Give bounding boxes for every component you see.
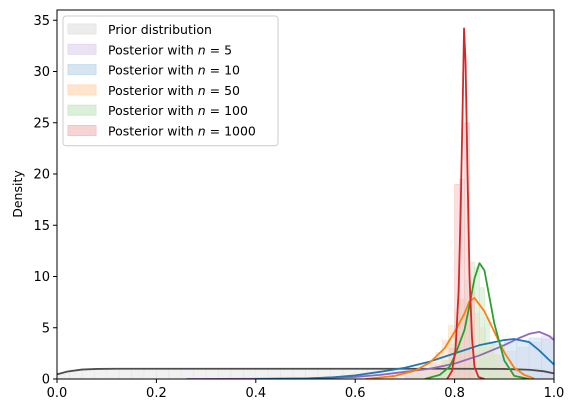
legend-swatch-5 bbox=[67, 125, 97, 136]
kde-line-series-0 bbox=[57, 367, 554, 376]
x-tick-label-4: 0.8 bbox=[444, 386, 465, 401]
hist-bar-series-0-bin-2 bbox=[81, 368, 95, 379]
legend-swatch-2 bbox=[67, 64, 97, 76]
legend-label-1-part-1: n bbox=[198, 42, 206, 57]
y-tick-label-7: 35 bbox=[33, 14, 50, 29]
legend-label-2-part-1: n bbox=[198, 63, 206, 78]
legend-label-4-part-2: = 100 bbox=[206, 103, 248, 118]
legend-swatch-1 bbox=[67, 43, 97, 55]
hist-bar-series-2-bin-13 bbox=[566, 348, 574, 379]
legend-label-5-part-0: Posterior with bbox=[108, 124, 198, 139]
legend-label-1: Posterior with n = 5 bbox=[108, 42, 232, 57]
legend-label-5-part-2: = 1000 bbox=[206, 124, 256, 139]
legend-label-3: Posterior with n = 50 bbox=[108, 83, 240, 98]
y-tick-label-2: 10 bbox=[33, 270, 50, 285]
legend-label-1-part-2: = 5 bbox=[206, 42, 232, 57]
hist-bar-series-0-bin-7 bbox=[143, 368, 157, 379]
hist-bar-series-0-bin-10 bbox=[180, 368, 194, 379]
legend-label-4-part-0: Posterior with bbox=[108, 103, 198, 118]
kde-line-series-4 bbox=[424, 262, 530, 379]
x-tick-label-2: 0.4 bbox=[245, 386, 266, 401]
hist-bar-series-0-bin-16 bbox=[255, 368, 269, 379]
hist-bar-series-4-bin-8 bbox=[474, 266, 480, 379]
legend-label-5-part-1: n bbox=[198, 124, 206, 139]
hist-bar-series-3-bin-1 bbox=[410, 374, 418, 379]
legend-label-1-part-0: Posterior with bbox=[108, 42, 198, 57]
hist-bar-series-0-bin-15 bbox=[243, 368, 257, 379]
x-tick-label-3: 0.6 bbox=[345, 386, 366, 401]
legend-label-3-part-0: Posterior with bbox=[108, 83, 198, 98]
legend-swatch-0 bbox=[67, 23, 97, 35]
hist-bar-series-1-bin-13 bbox=[566, 324, 574, 379]
hist-bar-series-0-bin-12 bbox=[205, 368, 219, 379]
y-tick-label-0: 0 bbox=[42, 373, 50, 388]
x-tick-label-0: 0.0 bbox=[47, 386, 68, 401]
plot-clip-group bbox=[57, 27, 574, 379]
legend-box bbox=[62, 15, 279, 147]
hist-bar-series-0-bin-3 bbox=[93, 368, 108, 379]
legend-label-2-part-2: = 10 bbox=[206, 63, 240, 78]
hist-bar-series-4-bin-11 bbox=[489, 341, 495, 379]
hist-bar-series-0-bin-17 bbox=[267, 368, 281, 379]
hist-bar-series-4-bin-13 bbox=[499, 370, 505, 379]
y-tick-label-6: 30 bbox=[33, 65, 50, 80]
legend-label-3-part-1: n bbox=[198, 83, 206, 98]
hist-bar-series-0-bin-18 bbox=[280, 368, 294, 379]
legend-label-2: Posterior with n = 10 bbox=[108, 63, 240, 78]
legend-label-2-part-0: Posterior with bbox=[108, 63, 198, 78]
legend-label-0: Prior distribution bbox=[108, 22, 212, 37]
y-tick-label-4: 20 bbox=[33, 168, 50, 183]
hist-bar-series-4-bin-9 bbox=[479, 287, 485, 379]
legend-swatch-3 bbox=[67, 84, 97, 96]
x-tick-label-5: 1.0 bbox=[544, 386, 565, 401]
legend-label-5: Posterior with n = 1000 bbox=[108, 124, 256, 139]
hist-bar-series-0-bin-19 bbox=[292, 368, 306, 379]
hist-bar-series-2-bin-12 bbox=[553, 341, 554, 379]
y-tick-label-5: 25 bbox=[33, 116, 50, 131]
y-tick-label-1: 5 bbox=[42, 321, 50, 336]
legend-swatch-4 bbox=[67, 104, 97, 116]
hist-bar-series-0-bin-6 bbox=[131, 368, 145, 379]
hist-bar-series-0-bin-13 bbox=[218, 368, 232, 379]
legend-label-4-part-1: n bbox=[198, 103, 206, 118]
hist-bar-series-0-bin-11 bbox=[193, 368, 207, 379]
plot-area bbox=[57, 27, 574, 379]
hist-bar-series-1-bin-12 bbox=[553, 324, 554, 379]
x-tick-label-1: 0.2 bbox=[146, 386, 167, 401]
y-tick-label-3: 15 bbox=[33, 219, 50, 234]
y-axis-label: Density bbox=[10, 170, 25, 218]
hist-bar-series-0-bin-5 bbox=[118, 368, 132, 379]
kde-line-series-5 bbox=[446, 27, 485, 379]
hist-bar-series-3-bin-2 bbox=[417, 372, 424, 379]
axes-frame bbox=[56, 9, 555, 380]
axis-ticks: 0.0 0.2 0.4 0.6 0.8 1.0 0 5 10 15 20 25 30 35 bbox=[33, 14, 564, 401]
hist-bar-series-0-bin-9 bbox=[168, 368, 182, 379]
hist-bar-series-0-bin-4 bbox=[106, 368, 120, 379]
legend-label-3-part-2: = 50 bbox=[206, 83, 240, 98]
legend-label-0-part-0: Prior distribution bbox=[108, 22, 212, 37]
hist-bar-series-0-bin-14 bbox=[230, 368, 244, 379]
legend-label-4: Posterior with n = 100 bbox=[108, 103, 248, 118]
hist-bar-series-0-bin-8 bbox=[156, 368, 170, 379]
